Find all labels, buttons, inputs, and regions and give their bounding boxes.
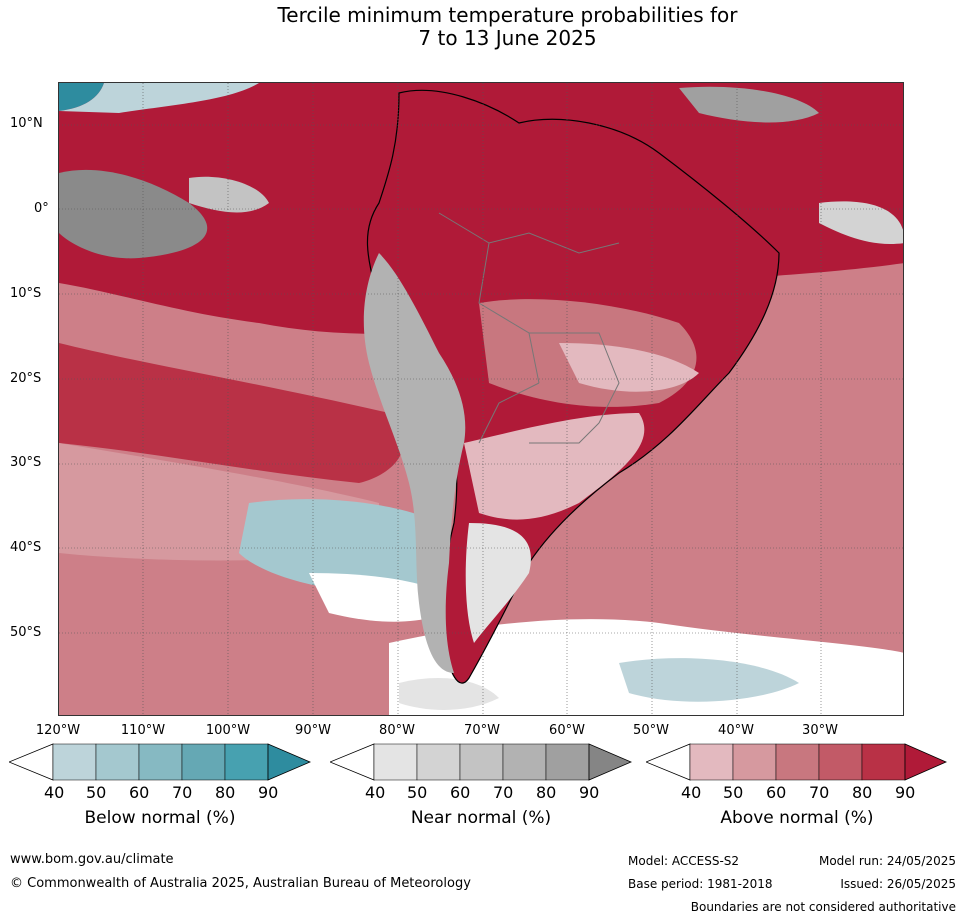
issued-date: Issued: 26/05/2025: [840, 877, 956, 891]
tick: 50: [407, 783, 428, 802]
tick: 50: [723, 783, 744, 802]
tick: 60: [450, 783, 471, 802]
colorbar-near-normal: [330, 743, 632, 781]
colorbar-below-title: Below normal (%): [84, 808, 236, 828]
lon-label-100w: 100°W: [205, 723, 251, 738]
tick: 40: [681, 783, 702, 802]
colorbar-below-normal: [9, 743, 311, 781]
country-borders: [438, 212, 620, 444]
boundaries-disclaimer: Boundaries are not considered authoritat…: [690, 900, 956, 914]
tick: 70: [172, 783, 193, 802]
tick: 90: [258, 783, 279, 802]
lon-label-120w: 120°W: [35, 723, 81, 738]
lat-label-40s: 40°S: [10, 540, 42, 555]
lon-label-110w: 110°W: [120, 723, 166, 738]
model-run-date: Model run: 24/05/2025: [818, 854, 956, 868]
copyright-text: © Commonwealth of Australia 2025, Austra…: [10, 876, 471, 891]
region-above-80-pacific: [59, 343, 404, 483]
base-period: Base period: 1981-2018: [628, 877, 773, 891]
model-name: Model: ACCESS-S2: [628, 854, 740, 868]
region-near-normal-drake: [399, 678, 499, 710]
tick: 40: [44, 783, 65, 802]
colorbar-near-title: Near normal (%): [410, 808, 552, 828]
region-near-normal-atlantic: [819, 201, 903, 244]
tick: 60: [129, 783, 150, 802]
colorbar-above-normal: [646, 743, 947, 781]
region-near-normal-pacific-light: [189, 176, 269, 213]
lon-label-90w: 90°W: [295, 723, 331, 738]
lon-label-30w: 30°W: [802, 723, 838, 738]
colorbar-above-title: Above normal (%): [720, 808, 874, 828]
lon-label-40w: 40°W: [718, 723, 754, 738]
map-panel: [58, 82, 904, 716]
lon-label-60w: 60°W: [549, 723, 585, 738]
region-near-normal-andes: [363, 253, 466, 673]
region-above-40-southern-cone: [464, 413, 645, 520]
probability-map: [59, 83, 903, 715]
lat-label-30s: 30°S: [10, 455, 42, 470]
lon-label-50w: 50°W: [633, 723, 669, 738]
region-near-normal-patagonia: [465, 523, 531, 643]
title-line-2: 7 to 13 June 2025: [418, 26, 597, 50]
tick: 90: [579, 783, 600, 802]
region-near-normal-pacific: [59, 169, 208, 259]
region-below-normal-north: [59, 83, 259, 113]
tick: 40: [365, 783, 386, 802]
lon-label-70w: 70°W: [464, 723, 500, 738]
website-link[interactable]: www.bom.gov.au/climate: [10, 852, 174, 867]
tick: 60: [766, 783, 787, 802]
region-near-normal-caribbean: [679, 86, 819, 123]
tick: 80: [215, 783, 236, 802]
graticule: [59, 83, 903, 715]
map-title: Tercile minimum temperature probabilitie…: [0, 4, 965, 50]
tick: 50: [86, 783, 107, 802]
lat-label-50s: 50°S: [10, 625, 42, 640]
region-below-normal-south-pacific: [239, 499, 460, 593]
lat-label-10s: 10°S: [10, 286, 42, 301]
lat-label-10n: 10°N: [10, 116, 43, 131]
lon-label-80w: 80°W: [379, 723, 415, 738]
tick: 90: [895, 783, 916, 802]
lat-label-20s: 20°S: [10, 371, 42, 386]
region-above-40-brazil: [559, 343, 699, 392]
tick: 70: [493, 783, 514, 802]
lat-label-0: 0°: [34, 201, 49, 216]
region-below-normal-south-atlantic: [619, 658, 799, 702]
title-line-1: Tercile minimum temperature probabilitie…: [277, 3, 738, 27]
tick: 80: [536, 783, 557, 802]
tick: 80: [852, 783, 873, 802]
region-below-normal-corner: [59, 83, 104, 111]
tick: 70: [809, 783, 830, 802]
